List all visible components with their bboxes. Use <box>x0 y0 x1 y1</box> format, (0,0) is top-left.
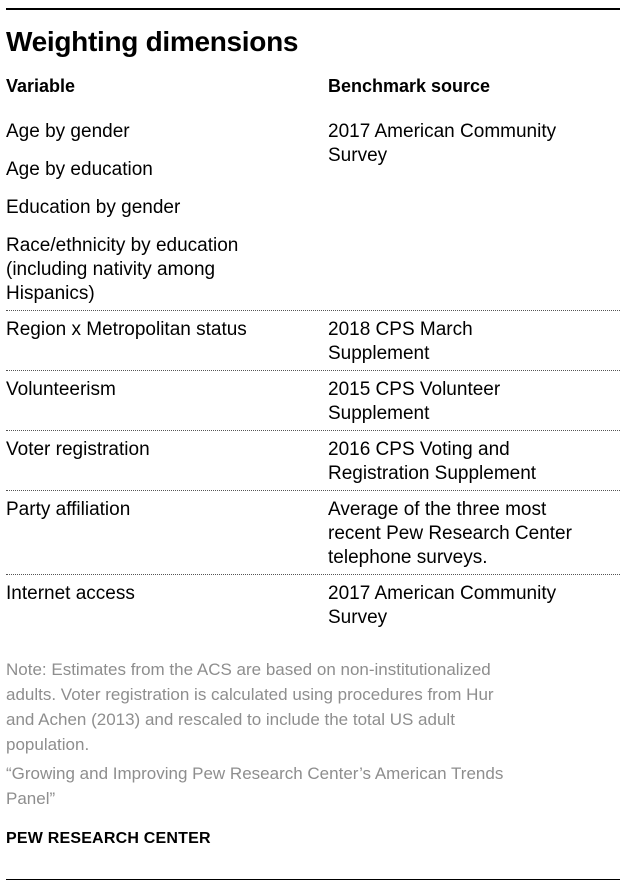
source-quote: “Growing and Improving Pew Research Cent… <box>6 764 504 808</box>
column-header-variable: Variable <box>6 76 76 96</box>
variable-cell: Party affiliation <box>6 498 328 570</box>
variable-text: Education by gender <box>6 197 181 218</box>
table-row: Voter registration 2016 CPS Voting and R… <box>6 430 620 490</box>
variable-cell: Region x Metropolitan status <box>6 318 328 366</box>
bottom-rule <box>6 879 620 880</box>
benchmark-cell: 2017 American Community Survey <box>328 583 557 628</box>
table-header-row: Variable Benchmark source <box>6 76 620 96</box>
benchmark-cell: 2015 CPS Volunteer Supplement <box>328 379 501 424</box>
weighting-table: Variable Benchmark source Age by gender A… <box>6 76 620 634</box>
variable-text: Race/ethnicity by education (including n… <box>6 235 239 304</box>
column-header-benchmark: Benchmark source <box>328 76 491 96</box>
top-rule <box>6 8 620 10</box>
variable-text: Internet access <box>6 583 135 604</box>
variable-text: Age by gender <box>6 121 130 142</box>
variable-text: Voter registration <box>6 439 150 460</box>
variable-cell: Internet access <box>6 582 328 630</box>
table-row: Volunteerism 2015 CPS Volunteer Suppleme… <box>6 370 620 430</box>
variable-text: Region x Metropolitan status <box>6 319 247 340</box>
variable-text: Age by education <box>6 159 153 180</box>
variable-text: Party affiliation <box>6 499 131 520</box>
table-row: Internet access 2017 American Community … <box>6 574 620 634</box>
table-row: Party affiliation Average of the three m… <box>6 490 620 574</box>
variable-text: Volunteerism <box>6 379 116 400</box>
benchmark-cell: Average of the three most recent Pew Res… <box>328 499 572 568</box>
benchmark-cell: 2018 CPS March Supplement <box>328 319 473 364</box>
variable-cell: Voter registration <box>6 438 328 486</box>
table-row: Age by gender Age by education Education b… <box>6 96 620 310</box>
note-text: Note: Estimates from the ACS are based o… <box>6 660 494 754</box>
benchmark-cell: 2016 CPS Voting and Registration Supplem… <box>328 439 537 484</box>
footer-brand: PEW RESEARCH CENTER <box>6 830 211 847</box>
variable-cell: Volunteerism <box>6 378 328 426</box>
table-body: Age by gender Age by education Education b… <box>6 96 620 634</box>
variable-cell: Age by gender Age by education Education b… <box>6 120 328 306</box>
benchmark-cell: 2017 American Community Survey <box>328 121 557 166</box>
page-title: Weighting dimensions <box>6 26 299 57</box>
table-row: Region x Metropolitan status 2018 CPS Ma… <box>6 310 620 370</box>
